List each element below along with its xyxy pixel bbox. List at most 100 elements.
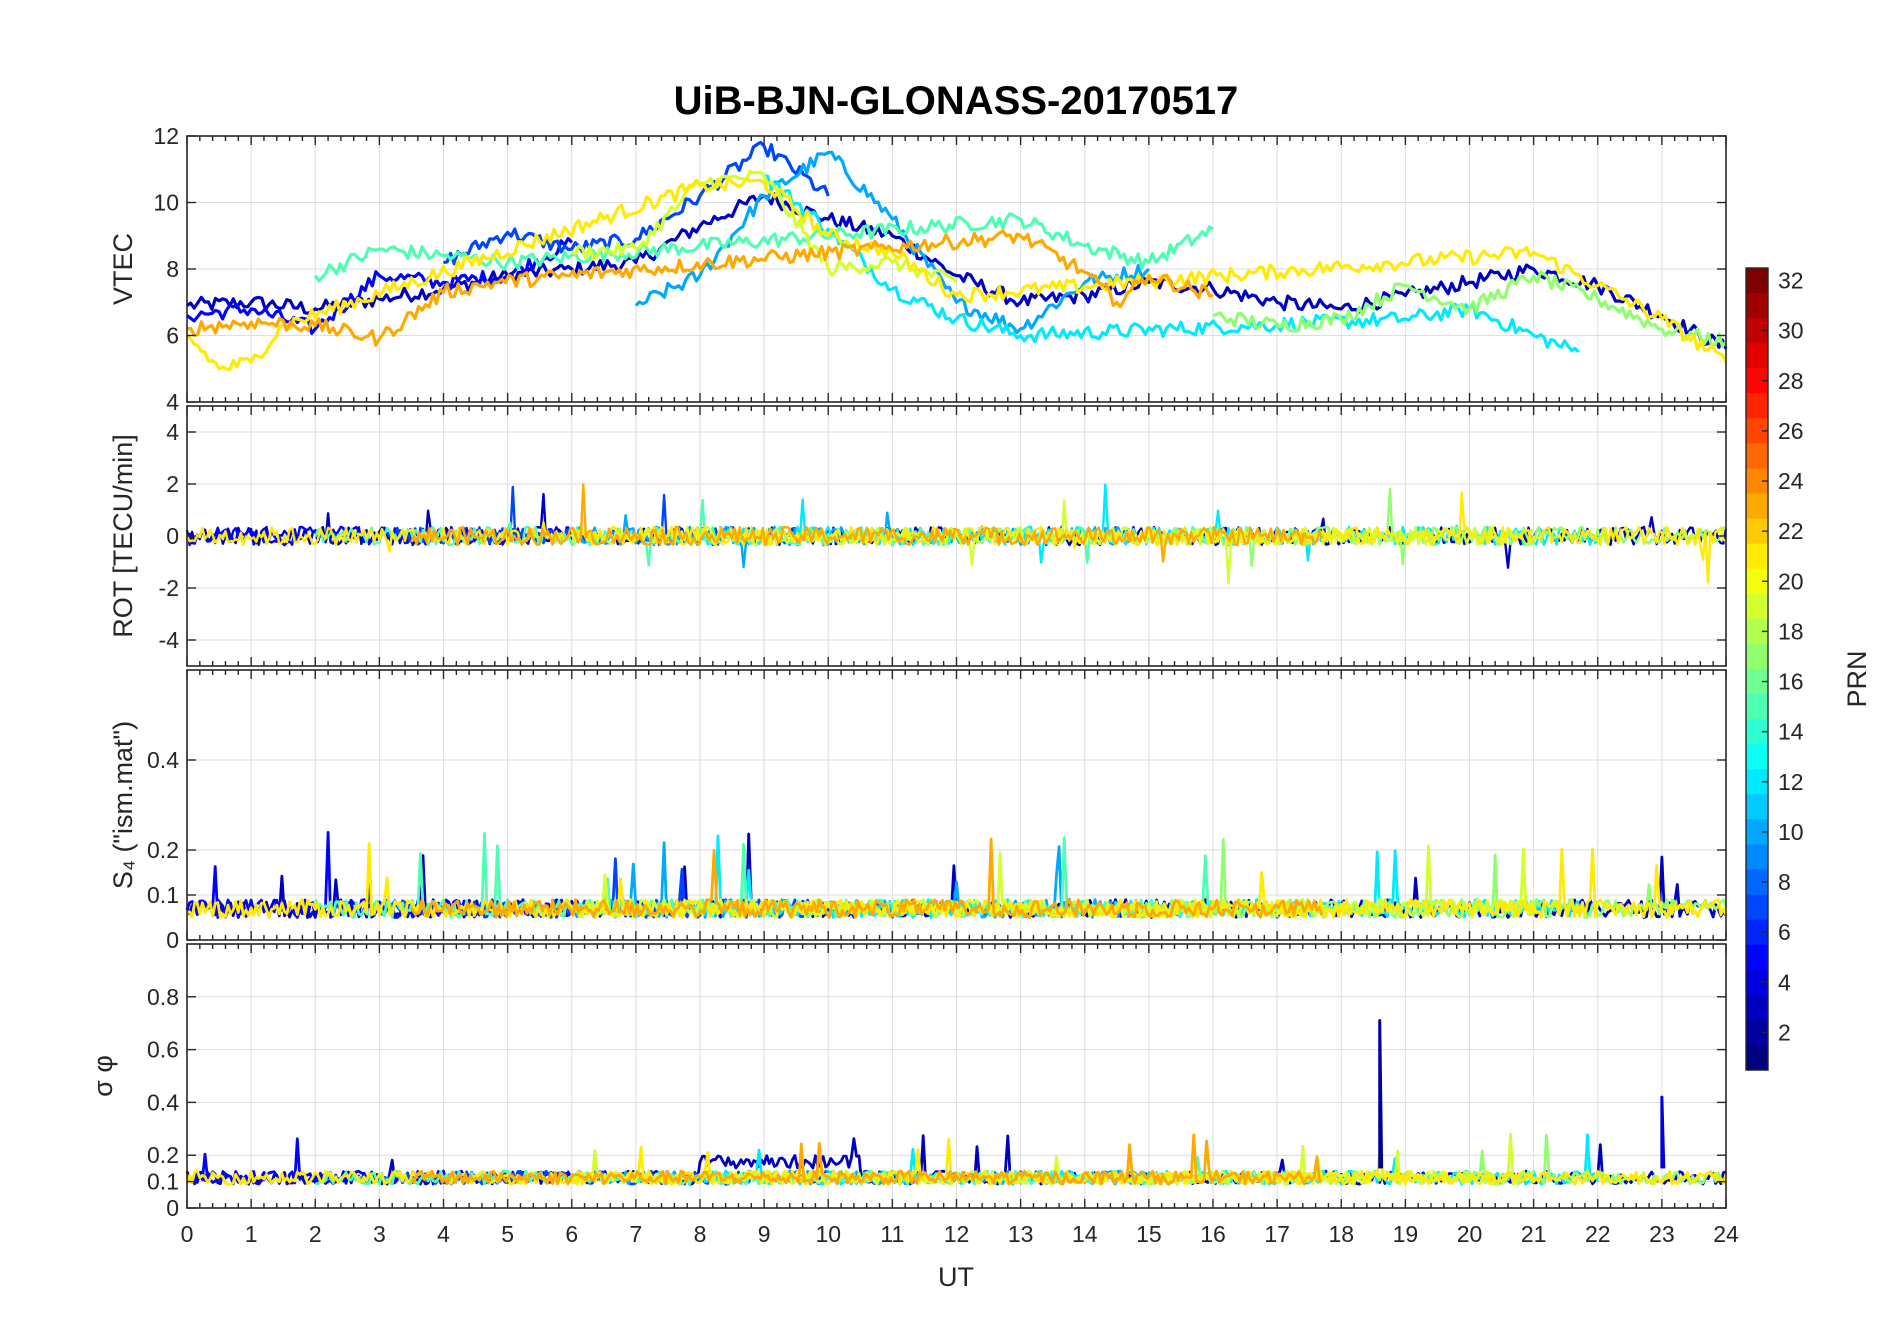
y-tick-label: 0.4: [147, 1089, 179, 1115]
x-tick-label: 5: [501, 1221, 514, 1247]
vtec-series-prn-23: [186, 229, 1214, 347]
x-tick-label: 0: [181, 1221, 194, 1247]
colorbar-swatch: [1746, 719, 1768, 745]
x-tick-label: 20: [1457, 1221, 1483, 1247]
colorbar-swatch: [1746, 568, 1768, 595]
colorbar-tick-label: 12: [1778, 769, 1804, 795]
x-tick-label: 9: [758, 1221, 771, 1247]
colorbar-tick-label: 16: [1778, 669, 1804, 695]
y-axis-label: VTEC: [108, 233, 138, 305]
colorbar-swatch: [1746, 343, 1768, 369]
panel-plot: [185, 483, 1728, 585]
colorbar-tick-label: 32: [1778, 268, 1804, 294]
colorbar-swatch: [1746, 618, 1768, 645]
y-tick-label: 0.1: [147, 1169, 179, 1195]
panel-plot: [185, 140, 1728, 372]
vtec-series-prn-12: [763, 174, 1580, 354]
y-tick-label: 0.2: [147, 837, 179, 863]
y-tick-label: 12: [153, 123, 179, 149]
sigma-phi-spike: [1378, 1019, 1384, 1169]
chart-title: UiB-BJN-GLONASS-20170517: [674, 79, 1239, 123]
colorbar-swatch: [1746, 543, 1768, 570]
x-tick-label: 18: [1328, 1221, 1354, 1247]
colorbar-swatch: [1746, 769, 1768, 795]
colorbar-swatch: [1746, 518, 1768, 545]
colorbar-swatch: [1746, 318, 1768, 344]
colorbar-swatch: [1746, 944, 1768, 971]
panel3-series-prn-23: [410, 837, 1324, 919]
vtec-series-prn-7: [443, 140, 830, 266]
x-tick-label: 12: [944, 1221, 970, 1247]
colorbar-swatch: [1746, 443, 1768, 470]
panel-ticks: [186, 944, 1727, 1209]
panel-ticks: [186, 135, 1727, 403]
y-tick-label: 4: [166, 419, 179, 445]
y-axis-label: ROT [TECU/min]: [108, 434, 138, 638]
colorbar-swatch: [1746, 643, 1768, 670]
x-tick-label: 24: [1713, 1221, 1739, 1247]
y-tick-label: -4: [159, 627, 180, 653]
y-tick-label: 0: [166, 927, 179, 953]
colorbar-swatch: [1746, 368, 1768, 394]
colorbar-tick-label: 30: [1778, 318, 1804, 344]
x-tick-label: 17: [1264, 1221, 1290, 1247]
vtec-series-prn-21: [185, 175, 1728, 372]
x-tick-label: 13: [1008, 1221, 1034, 1247]
y-axis-label: S₄ ("ism.mat"): [108, 721, 138, 889]
y-tick-label: 4: [166, 389, 179, 415]
colorbar-swatch: [1746, 593, 1768, 620]
x-tick-label: 1: [245, 1221, 258, 1247]
y-tick-label: 10: [153, 190, 179, 216]
vtec-series-prn-10: [634, 150, 1150, 334]
x-tick-label: 8: [694, 1221, 707, 1247]
panel-1: 4 6 8 10 12 VTEC: [108, 123, 1728, 415]
y-tick-label: 0.8: [147, 984, 179, 1010]
panel-plot: [185, 831, 1728, 919]
y-tick-label: 0: [166, 1195, 179, 1221]
vtec-series-prn-15: [313, 212, 1214, 283]
colorbar-swatch: [1746, 794, 1768, 820]
x-tick-label: 4: [437, 1221, 450, 1247]
panel2-series-prn-23: [410, 483, 1324, 563]
panel4-series-prn-23: [410, 1133, 1323, 1186]
x-tick-label: 14: [1072, 1221, 1098, 1247]
colorbar-swatch: [1746, 493, 1768, 520]
vtec-series-prn-17: [1212, 270, 1728, 348]
colorbar-tick-label: 28: [1778, 368, 1804, 394]
panel-plot: [185, 1019, 1728, 1186]
y-tick-label: 0.4: [147, 747, 179, 773]
colorbar-swatch: [1746, 969, 1768, 996]
x-tick-label: 10: [815, 1221, 841, 1247]
x-tick-label: 6: [565, 1221, 578, 1247]
colorbar-tick-label: 18: [1778, 618, 1804, 644]
colorbar-swatch: [1746, 844, 1768, 871]
colorbar-tick-label: 22: [1778, 518, 1804, 544]
x-tick-label: 15: [1136, 1221, 1162, 1247]
colorbar-tick-label: 10: [1778, 819, 1804, 845]
x-tick-labels: 0 1 2 3 4 5 6 7 8 9 10 11 12 13 14 15 16 17 18 19 20 21 22 23 24: [181, 1221, 1739, 1247]
x-tick-label: 3: [373, 1221, 386, 1247]
colorbar-swatch: [1746, 268, 1768, 294]
y-tick-label: 6: [166, 323, 179, 349]
colorbar-tick-label: 2: [1778, 1019, 1791, 1045]
panel-3: 0 0.1 0.2 0.4 S₄ ("ism.mat"): [108, 669, 1728, 953]
x-tick-label: 21: [1521, 1221, 1547, 1247]
colorbar-tick-label: 8: [1778, 869, 1791, 895]
x-tick-label: 19: [1393, 1221, 1419, 1247]
x-tick-label: 22: [1585, 1221, 1611, 1247]
panel-2: -4 -2 0 2 4 ROT [TECU/min]: [108, 405, 1728, 667]
y-tick-label: 0.6: [147, 1037, 179, 1063]
y-tick-label: 0.2: [147, 1142, 179, 1168]
colorbar-swatch: [1746, 819, 1768, 846]
colorbar-swatch: [1746, 919, 1768, 946]
y-tick-label: 2: [166, 471, 179, 497]
y-tick-label: 0.1: [147, 882, 179, 908]
colorbar-swatch: [1746, 418, 1768, 445]
colorbar-swatch: [1746, 869, 1768, 896]
colorbar-tick-label: 24: [1778, 468, 1804, 494]
colorbar-tick-label: 4: [1778, 969, 1791, 995]
colorbar-swatch: [1746, 669, 1768, 695]
